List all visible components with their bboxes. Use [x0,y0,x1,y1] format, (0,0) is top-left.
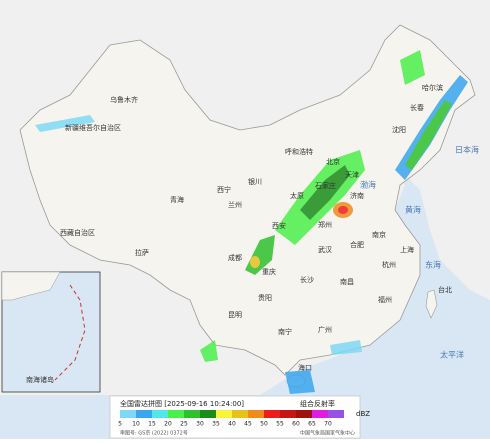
legend-source: 中国气象局国家气象中心 [300,430,355,437]
color-cell [216,410,232,418]
place-label: 贵阳 [258,293,272,302]
place-label: 郑州 [318,221,332,229]
place-label: 天津 [345,171,359,179]
level-label: 45 [244,421,252,428]
echo [405,100,452,170]
level-label: 55 [276,421,284,428]
place-label: 重庆 [262,267,276,276]
place-label: 合肥 [350,240,364,249]
place-label: 西藏自治区 [60,228,95,237]
place-label: 上海 [400,245,414,254]
level-label: 5 [118,421,122,428]
place-label: 沈阳 [392,125,406,134]
level-label: 70 [324,421,332,428]
place-label: 太原 [290,191,304,200]
place-label: 新疆维吾尔自治区 [65,123,121,132]
place-label: 长沙 [300,275,314,284]
echo [285,370,315,394]
color-cell [264,410,280,418]
echo [200,340,218,362]
level-label: 35 [212,421,220,428]
level-label: 25 [180,421,188,428]
place-label: 银川 [248,177,262,186]
echo [400,50,425,85]
color-cell [280,410,296,418]
color-cell [168,410,184,418]
sea-label: 渤海 [360,180,376,190]
color-cell [184,410,200,418]
echo [300,165,350,220]
place-label: 南昌 [340,277,354,286]
sea-label: 日本海 [455,145,479,155]
place-label: 台北 [438,285,452,294]
inset-label: 南海诸岛 [26,375,54,384]
echo [338,206,348,214]
legend-title: 全国雷达拼图 [2025-09-16 10:24:00] [120,399,244,408]
place-label: 成都 [228,253,242,262]
place-label: 杭州 [382,260,396,269]
place-label: 广州 [318,325,332,334]
sea-label: 太平洋 [440,350,464,360]
sea-label: 东海 [425,260,441,270]
echo [330,340,362,355]
legend-unit: dBZ [356,410,370,418]
place-labels: 乌鲁木齐 新疆维吾尔自治区 西藏自治区 拉萨 青海 西宁 兰州 银川 呼和浩特 … [60,83,479,372]
level-label: 20 [164,421,172,428]
place-label: 北京 [326,157,340,166]
legend-product: 组合反射率 [300,399,335,408]
level-label: 65 [308,421,316,428]
south-china-sea-inset: 南海诸岛 [1,271,101,393]
place-label: 昆明 [228,311,242,319]
color-cell [248,410,264,418]
place-label: 青海 [170,195,184,204]
echo [35,115,95,132]
color-cell [232,410,248,418]
color-cell [152,410,168,418]
inset-land [1,271,61,301]
level-label: 10 [132,421,140,428]
color-cell [312,410,328,418]
taiwan [425,289,438,319]
level-label: 60 [292,421,300,428]
color-cell [200,410,216,418]
place-label: 武汉 [318,245,332,254]
china-land [19,24,476,376]
legend-approval: 审图号: GS京 (2022) 0372号 [120,430,188,437]
sea-label: 黄海 [405,205,421,215]
legend: 全国雷达拼图 [2025-09-16 10:24:00] 组合反射率 dBZ 审… [109,395,370,439]
place-label: 福州 [378,295,392,304]
level-label: 30 [196,421,204,428]
place-label: 石家庄 [315,181,336,190]
sea [0,150,490,439]
color-cell [120,410,136,418]
color-cell [136,410,152,418]
level-label: 15 [148,421,156,428]
place-label: 南宁 [278,327,292,336]
place-label: 西宁 [217,185,231,194]
radar-echoes [35,50,468,394]
place-label: 拉萨 [135,248,149,257]
level-label: 50 [260,421,268,428]
place-label: 乌鲁木齐 [110,95,138,104]
place-label: 兰州 [228,200,242,209]
place-label: 呼和浩特 [285,147,313,156]
place-label: 哈尔滨 [422,83,443,92]
place-label: 海口 [298,363,312,372]
place-label: 长春 [410,103,424,112]
place-label: 西安 [272,221,286,230]
level-label: 40 [228,421,236,428]
color-cell [328,410,344,418]
color-cell [296,410,312,418]
place-label: 济南 [350,191,364,200]
echo [250,256,260,268]
place-label: 南京 [372,230,386,239]
